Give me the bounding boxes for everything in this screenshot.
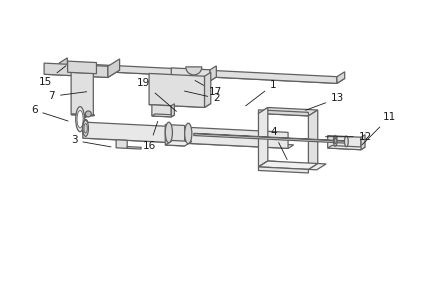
Text: 2: 2 bbox=[184, 91, 220, 103]
Polygon shape bbox=[59, 63, 337, 83]
Polygon shape bbox=[152, 105, 171, 117]
Text: 13: 13 bbox=[305, 93, 344, 110]
Polygon shape bbox=[309, 110, 318, 169]
Polygon shape bbox=[258, 167, 309, 173]
Polygon shape bbox=[194, 133, 347, 141]
Text: 16: 16 bbox=[143, 121, 158, 151]
Ellipse shape bbox=[165, 122, 172, 143]
Text: 3: 3 bbox=[71, 135, 111, 147]
Polygon shape bbox=[258, 161, 318, 169]
Polygon shape bbox=[328, 146, 365, 150]
Ellipse shape bbox=[334, 138, 336, 144]
Polygon shape bbox=[44, 63, 108, 78]
Polygon shape bbox=[149, 73, 205, 108]
Ellipse shape bbox=[84, 124, 87, 133]
Polygon shape bbox=[71, 114, 95, 116]
Text: 1: 1 bbox=[246, 80, 277, 106]
Text: 15: 15 bbox=[39, 66, 66, 87]
Polygon shape bbox=[67, 61, 96, 74]
Ellipse shape bbox=[345, 136, 348, 147]
Ellipse shape bbox=[333, 135, 337, 146]
Polygon shape bbox=[258, 108, 268, 167]
Polygon shape bbox=[258, 108, 318, 116]
Polygon shape bbox=[258, 161, 276, 167]
Polygon shape bbox=[309, 164, 326, 170]
Text: 11: 11 bbox=[362, 112, 396, 145]
Polygon shape bbox=[361, 135, 365, 150]
Polygon shape bbox=[205, 72, 211, 108]
Text: 4: 4 bbox=[270, 127, 287, 159]
Polygon shape bbox=[71, 72, 93, 116]
Polygon shape bbox=[59, 58, 67, 69]
Polygon shape bbox=[165, 140, 192, 146]
Polygon shape bbox=[152, 114, 174, 117]
Polygon shape bbox=[127, 147, 141, 149]
Polygon shape bbox=[165, 124, 185, 146]
Ellipse shape bbox=[83, 123, 87, 134]
Polygon shape bbox=[59, 64, 345, 83]
Polygon shape bbox=[44, 67, 119, 78]
Text: 19: 19 bbox=[137, 78, 176, 111]
Polygon shape bbox=[83, 122, 288, 148]
Polygon shape bbox=[171, 68, 210, 81]
Polygon shape bbox=[171, 104, 174, 117]
Polygon shape bbox=[83, 135, 293, 148]
Ellipse shape bbox=[85, 111, 91, 117]
Polygon shape bbox=[149, 101, 211, 108]
Polygon shape bbox=[328, 135, 361, 150]
Ellipse shape bbox=[76, 107, 84, 132]
Ellipse shape bbox=[185, 123, 192, 144]
Polygon shape bbox=[258, 110, 309, 116]
Polygon shape bbox=[116, 140, 127, 148]
Ellipse shape bbox=[77, 110, 83, 128]
Text: 17: 17 bbox=[195, 80, 222, 97]
Polygon shape bbox=[210, 66, 216, 81]
Wedge shape bbox=[186, 67, 202, 75]
Text: 12: 12 bbox=[325, 132, 372, 142]
Text: 6: 6 bbox=[31, 105, 68, 121]
Ellipse shape bbox=[83, 120, 88, 136]
Polygon shape bbox=[337, 72, 345, 83]
Polygon shape bbox=[194, 134, 346, 143]
Text: 7: 7 bbox=[48, 91, 87, 101]
Ellipse shape bbox=[83, 119, 89, 137]
Polygon shape bbox=[171, 75, 216, 81]
Polygon shape bbox=[108, 59, 119, 78]
